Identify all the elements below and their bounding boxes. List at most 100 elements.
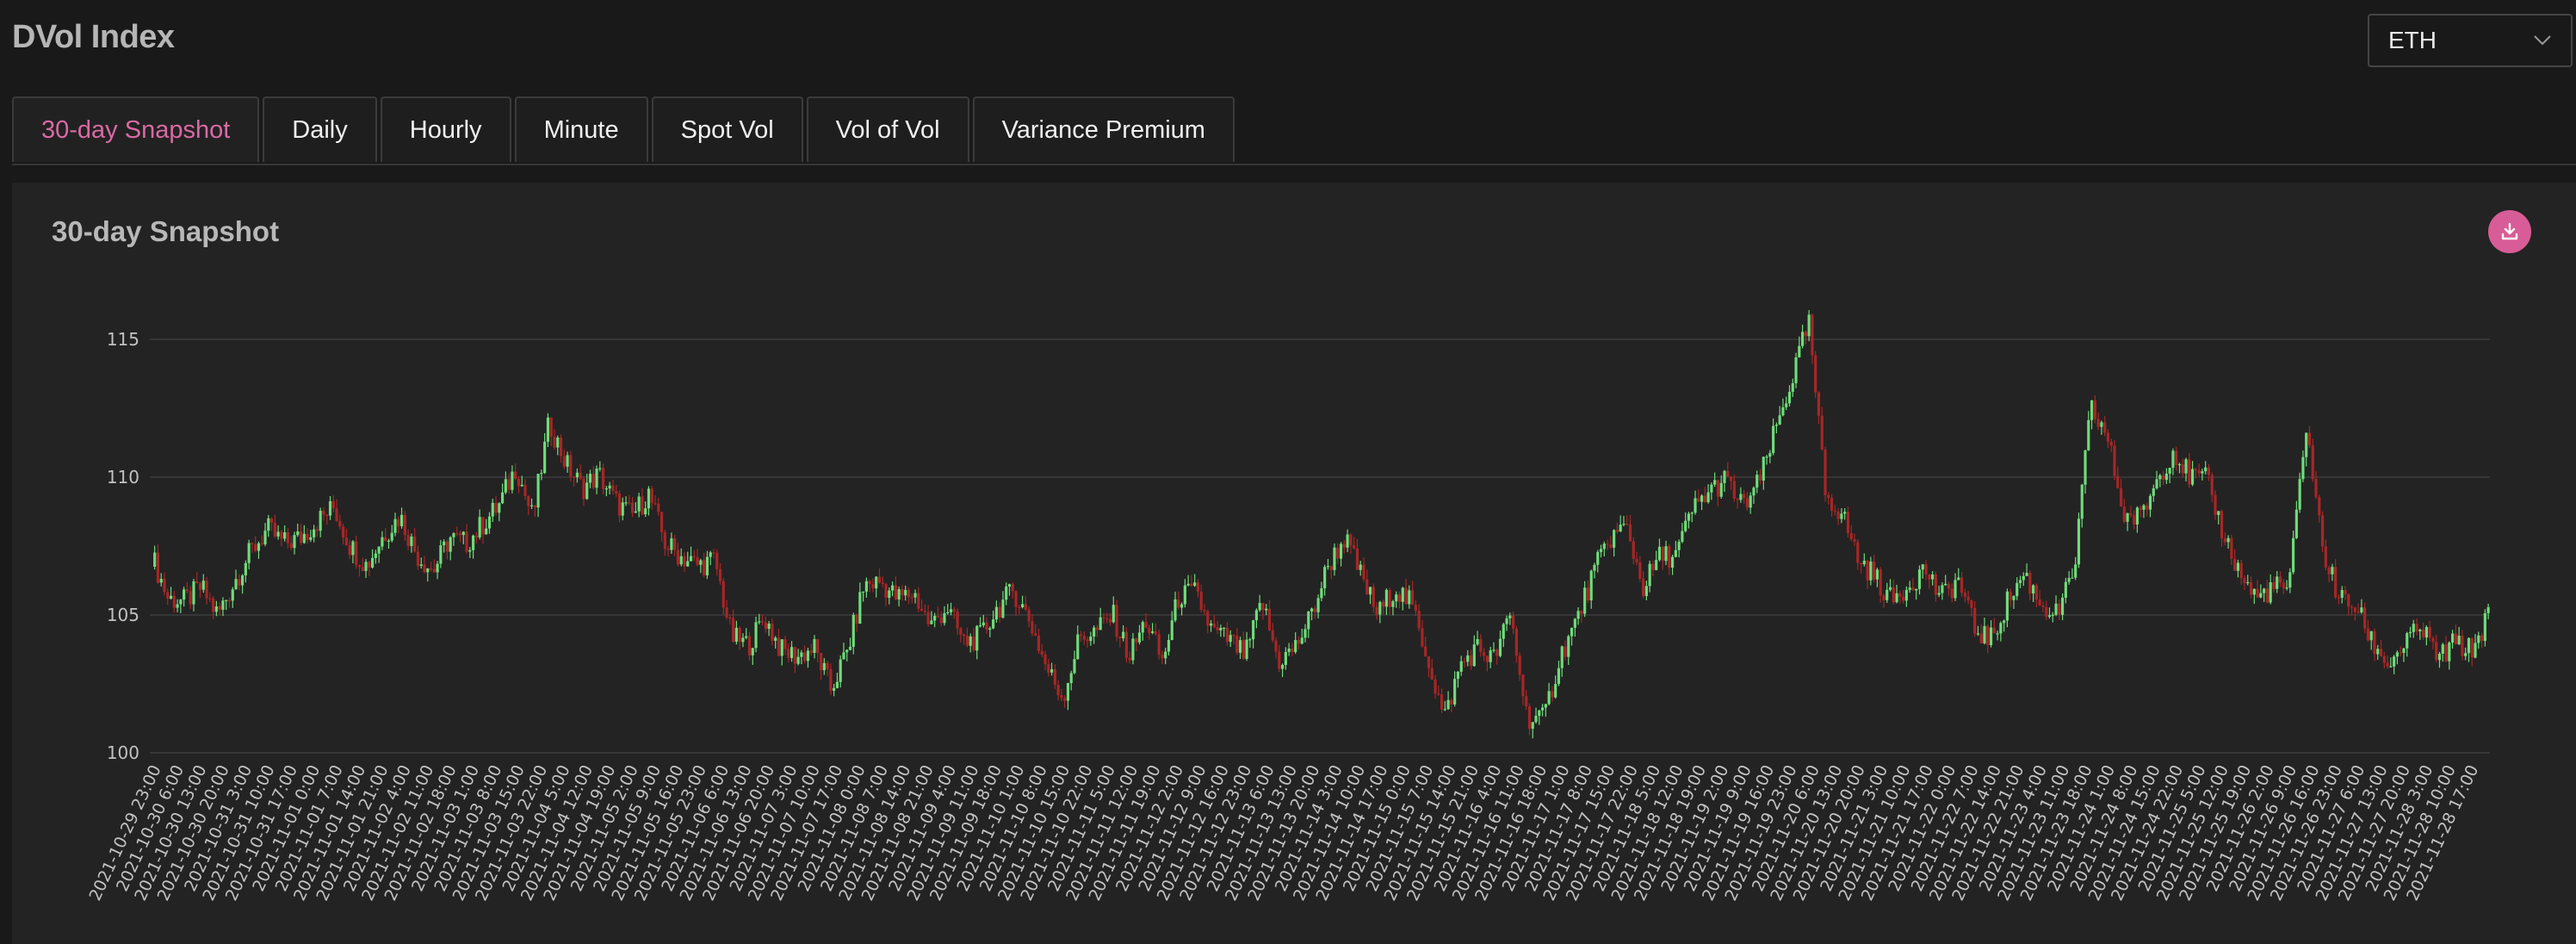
tab-minute[interactable]: Minute (514, 96, 648, 162)
candle-body (309, 537, 313, 540)
candle-body (342, 526, 345, 538)
candle-body (2288, 572, 2292, 588)
tab-daily[interactable]: Daily (263, 96, 377, 162)
candle-body (1609, 544, 1613, 548)
candle-body (1388, 589, 1391, 607)
download-button[interactable] (2488, 210, 2531, 253)
candle-body (387, 540, 391, 542)
candle-body (813, 639, 816, 653)
candle-body (429, 568, 433, 570)
candle-body (666, 549, 670, 550)
tab-hourly[interactable]: Hourly (380, 96, 511, 162)
candle-body (975, 625, 979, 651)
candle-body (907, 589, 911, 598)
candle-body (994, 606, 998, 620)
candle-body (1726, 470, 1730, 477)
candle-body (617, 493, 622, 516)
candle-body (1931, 574, 1935, 580)
candle-body (920, 608, 924, 612)
candle-body (1992, 627, 1996, 634)
candle-body (1024, 604, 1027, 610)
candle-body (1329, 566, 1333, 570)
candle-body (2184, 459, 2188, 474)
candle-body (981, 622, 985, 626)
candle-body (315, 529, 319, 531)
candle-body (699, 560, 703, 565)
candle-body (917, 593, 920, 609)
candle-body (2113, 445, 2116, 476)
candle-body (819, 653, 823, 671)
candle-body (969, 636, 972, 646)
candle-body (2116, 475, 2120, 488)
candle-body (2441, 644, 2444, 654)
candle-body (705, 556, 709, 576)
tab-variance-premium[interactable]: Variance Premium (972, 96, 1235, 162)
candle-body (1476, 639, 1479, 645)
candle-body (1001, 599, 1005, 618)
candle-body (263, 531, 267, 544)
candle-body (679, 556, 683, 565)
candle-body (1687, 513, 1691, 521)
candle-body (231, 589, 234, 601)
candle-body (1223, 627, 1226, 630)
candle-body (1320, 587, 1323, 599)
tab-spot-vol[interactable]: Spot Vol (651, 96, 803, 162)
candle-body (923, 611, 926, 612)
candle-body (2483, 612, 2486, 642)
candle-body (494, 502, 498, 513)
candle-body (1570, 627, 1574, 637)
candle-body (306, 533, 309, 540)
candle-body (1856, 542, 1860, 563)
tab-30-day-snapshot[interactable]: 30-day Snapshot (12, 96, 260, 162)
candle-body (1157, 634, 1161, 655)
candle-body (1983, 625, 1986, 643)
candle-body (1814, 355, 1817, 393)
candle-body (299, 531, 303, 543)
candle-body (579, 472, 582, 479)
candle-body (848, 646, 852, 650)
candle-body (1417, 611, 1421, 629)
candle-body (2474, 643, 2477, 658)
candle-body (663, 531, 666, 550)
candle-body (1745, 498, 1749, 508)
candle-body (2454, 633, 2457, 644)
candle-body (930, 620, 933, 624)
candle-body (2360, 607, 2363, 613)
candle-body (1498, 638, 1502, 656)
candle-body (1752, 488, 1756, 496)
candle-body (1830, 498, 1834, 511)
candle-body (650, 488, 653, 504)
candle-body (2223, 538, 2226, 543)
candle-body (1342, 543, 1346, 548)
tab-vol-of-vol[interactable]: Vol of Vol (806, 96, 969, 162)
candle-body (1395, 594, 1398, 602)
candle-body (1970, 600, 1973, 608)
candle-body (562, 456, 566, 467)
candle-body (1625, 524, 1629, 525)
asset-select[interactable]: ETH (2368, 14, 2573, 67)
candle-body (1459, 661, 1463, 672)
candle-body (2412, 624, 2415, 632)
candle-body (2239, 562, 2243, 579)
candle-body (1772, 425, 1775, 453)
candle-body (273, 522, 276, 537)
candle-body (2041, 606, 2045, 607)
candle-body (936, 616, 940, 618)
candle-body (2126, 512, 2129, 522)
candle-body (2142, 505, 2146, 510)
candle-body (2350, 606, 2354, 608)
candle-body (868, 581, 871, 585)
candle-body (546, 417, 550, 442)
candle-body (1895, 593, 1898, 603)
candle-body (2158, 475, 2162, 480)
candle-body (1655, 560, 1658, 570)
candle-body (1131, 638, 1135, 661)
candle-body (313, 529, 316, 537)
candle-body (2373, 630, 2376, 655)
candle-body (2256, 588, 2259, 598)
candle-body (1372, 587, 1375, 607)
candle-body (1966, 596, 1970, 601)
candle-body (573, 476, 576, 478)
candle-body (481, 517, 485, 535)
candle-body (2276, 576, 2279, 589)
